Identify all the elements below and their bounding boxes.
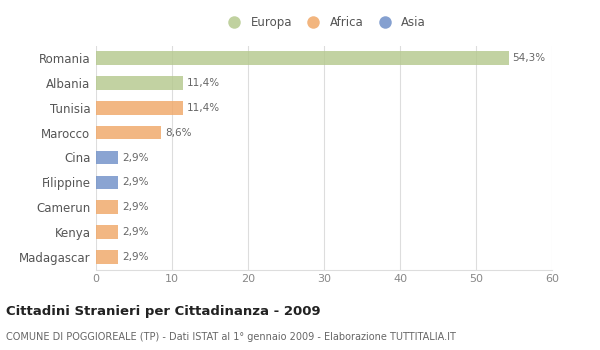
Text: 2,9%: 2,9% — [122, 177, 148, 187]
Bar — [96, 250, 118, 264]
Bar — [96, 176, 118, 189]
Text: COMUNE DI POGGIOREALE (TP) - Dati ISTAT al 1° gennaio 2009 - Elaborazione TUTTIT: COMUNE DI POGGIOREALE (TP) - Dati ISTAT … — [6, 332, 456, 343]
Bar — [96, 51, 509, 65]
Bar — [96, 201, 118, 214]
Text: 54,3%: 54,3% — [512, 53, 545, 63]
Bar — [96, 76, 182, 90]
Text: 2,9%: 2,9% — [122, 153, 148, 162]
Text: 11,4%: 11,4% — [187, 103, 220, 113]
Text: Cittadini Stranieri per Cittadinanza - 2009: Cittadini Stranieri per Cittadinanza - 2… — [6, 304, 320, 317]
Bar — [96, 150, 118, 164]
Text: 8,6%: 8,6% — [165, 128, 191, 138]
Text: 2,9%: 2,9% — [122, 252, 148, 262]
Legend: Europa, Africa, Asia: Europa, Africa, Asia — [220, 13, 428, 31]
Bar — [96, 101, 182, 114]
Text: 2,9%: 2,9% — [122, 202, 148, 212]
Bar — [96, 225, 118, 239]
Bar — [96, 126, 161, 139]
Text: 11,4%: 11,4% — [187, 78, 220, 88]
Text: 2,9%: 2,9% — [122, 227, 148, 237]
